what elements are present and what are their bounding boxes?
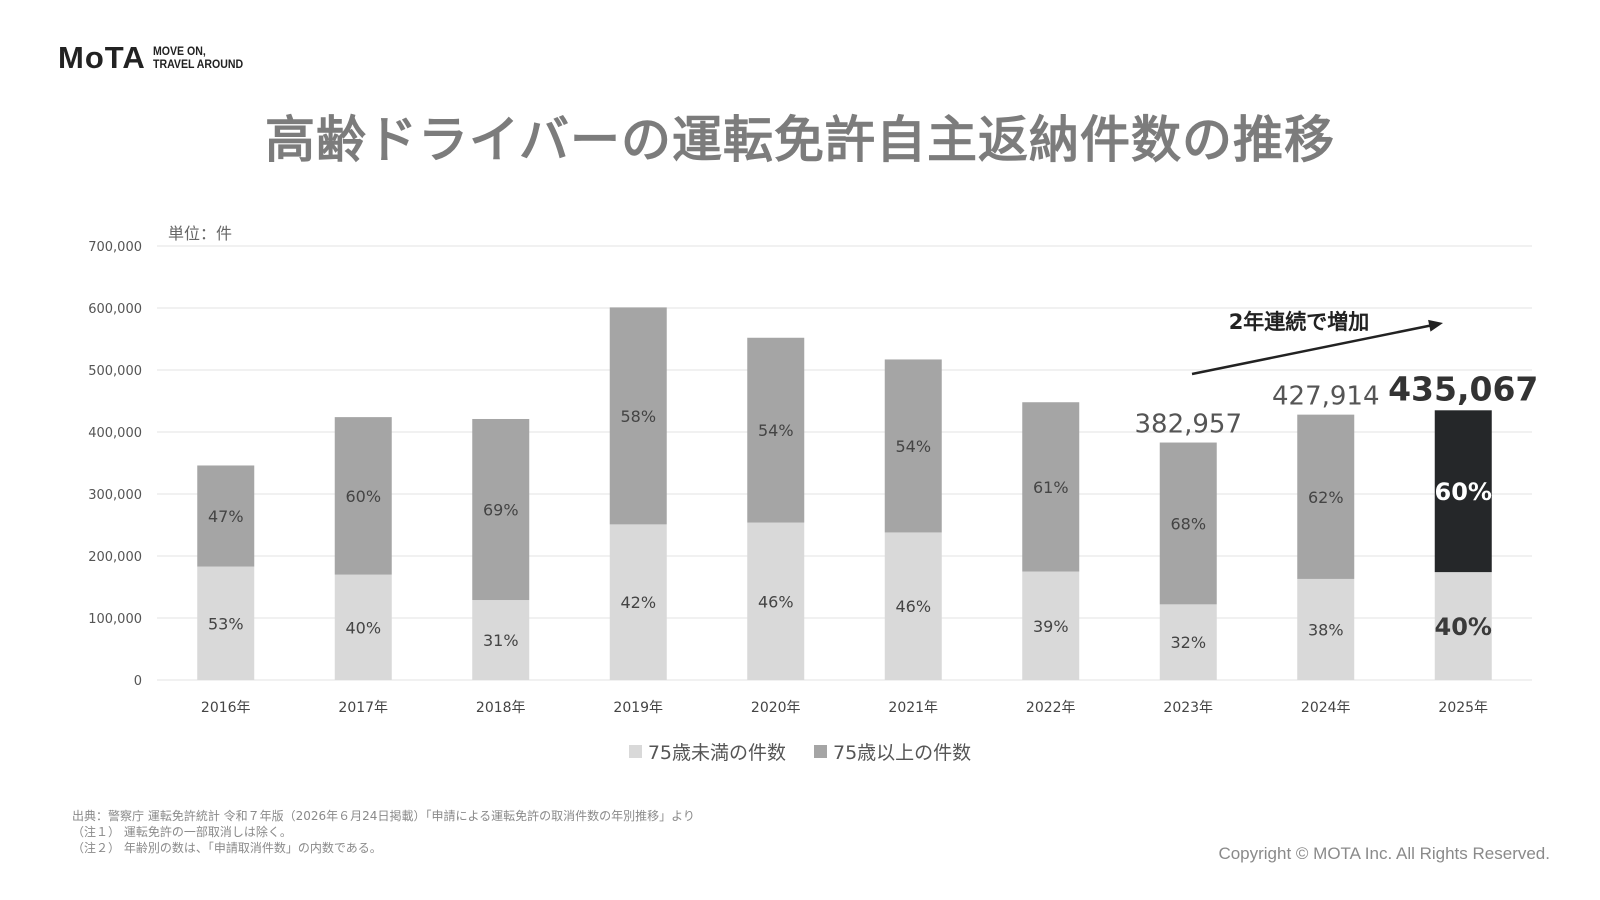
- bar-over75: [197, 465, 255, 567]
- y-tick-label: 500,000: [88, 364, 142, 379]
- bar-under75: [1297, 578, 1355, 680]
- y-tick-label: 700,000: [88, 240, 142, 255]
- data-label-over75: 60%: [1435, 478, 1492, 506]
- data-label-over75: 69%: [483, 501, 519, 520]
- chart-legend: 75歳未満の件数 75歳以上の件数: [0, 738, 1600, 765]
- x-tick-label: 2024年: [1301, 700, 1351, 716]
- y-tick-label: 300,000: [88, 488, 142, 503]
- data-label-under75: 38%: [1308, 620, 1344, 639]
- bar-under75: [609, 524, 667, 680]
- data-label-under75: 39%: [1033, 617, 1069, 636]
- data-label-over75: 60%: [345, 487, 381, 506]
- legend-item-under75: 75歳未満の件数: [628, 738, 786, 765]
- data-label-under75: 40%: [1435, 613, 1492, 641]
- legend-swatch-over75: [814, 745, 827, 758]
- logo-wordmark: MoTA: [58, 40, 146, 75]
- bar-under75: [884, 532, 942, 680]
- bar-over75: [884, 359, 942, 533]
- data-label-under75: 53%: [208, 614, 244, 633]
- data-label-under75: 32%: [1170, 633, 1206, 652]
- x-tick-label: 2025年: [1438, 700, 1488, 716]
- bar-over75: [334, 417, 392, 575]
- logo-tagline: MOVE ON, TRAVEL AROUND: [153, 45, 243, 71]
- x-tick-label: 2016年: [201, 700, 251, 716]
- bar-over75: [1159, 442, 1217, 605]
- legend-item-over75: 75歳以上の件数: [814, 738, 971, 765]
- source-notes: 出典：警察庁 運転免許統計 令和７年版（2026年６月24日掲載）「申請による運…: [72, 808, 695, 856]
- bar-over75: [609, 307, 667, 525]
- trend-arrow: [1191, 323, 1436, 376]
- bar-under75: [334, 574, 392, 680]
- unit-label: 単位：件: [168, 224, 232, 243]
- trend-annotation: 2年連続で増加: [1229, 310, 1370, 334]
- note-2: （注２） 年齢別の数は、「申請取消件数」の内数である。: [72, 841, 382, 855]
- bar-over75: [1434, 410, 1492, 573]
- logo-tagline-line2: TRAVEL AROUND: [152, 57, 243, 71]
- mota-logo: MoTA MOVE ON, TRAVEL AROUND: [58, 40, 255, 76]
- total-label: 435,067: [1388, 369, 1538, 408]
- data-label-over75: 61%: [1033, 478, 1069, 497]
- x-tick-label: 2021年: [888, 700, 938, 716]
- bar-over75: [1022, 402, 1080, 572]
- y-tick-label: 600,000: [88, 302, 142, 317]
- y-tick-label: 200,000: [88, 550, 142, 565]
- bar-over75: [472, 418, 530, 601]
- y-tick-label: 400,000: [88, 426, 142, 441]
- data-label-over75: 58%: [620, 407, 656, 426]
- data-label-under75: 40%: [345, 618, 381, 637]
- chart-title: 高齢ドライバーの運転免許自主返納件数の推移: [265, 111, 1335, 169]
- logo-tagline-line1: MOVE ON,: [152, 44, 206, 58]
- data-label-under75: 42%: [620, 593, 656, 612]
- data-label-under75: 46%: [895, 597, 931, 616]
- bar-under75: [197, 566, 255, 680]
- y-tick-label: 100,000: [88, 612, 142, 627]
- x-tick-label: 2018年: [476, 700, 526, 716]
- bar-under75: [1434, 572, 1492, 680]
- data-label-under75: 46%: [758, 592, 794, 611]
- bar-over75: [1297, 414, 1355, 579]
- bar-under75: [472, 600, 530, 680]
- x-tick-label: 2020年: [751, 700, 801, 716]
- total-label: 427,914: [1272, 382, 1380, 412]
- legend-label-over75: 75歳以上の件数: [833, 742, 972, 764]
- bar-over75: [747, 337, 805, 523]
- data-label-over75: 62%: [1308, 488, 1344, 507]
- bar-under75: [1022, 571, 1080, 680]
- source-note: 出典：警察庁 運転免許統計 令和７年版（2026年６月24日掲載）「申請による運…: [72, 809, 695, 823]
- data-label-over75: 68%: [1170, 514, 1206, 533]
- legend-label-under75: 75歳未満の件数: [647, 742, 786, 764]
- x-tick-label: 2019年: [613, 700, 663, 716]
- note-1: （注１） 運転免許の一部取消しは除く。: [72, 825, 292, 839]
- x-tick-label: 2023年: [1163, 700, 1213, 716]
- trend-arrowhead: [1428, 319, 1443, 332]
- x-tick-label: 2017年: [338, 700, 388, 716]
- data-label-under75: 31%: [483, 631, 519, 650]
- data-label-over75: 54%: [895, 437, 931, 456]
- y-tick-label: 0: [134, 674, 142, 689]
- bar-under75: [1159, 604, 1217, 680]
- legend-swatch-under75: [628, 745, 642, 758]
- data-label-over75: 47%: [208, 507, 244, 526]
- data-label-over75: 54%: [758, 421, 794, 440]
- copyright-notice: Copyright © MOTA Inc. All Rights Reserve…: [1218, 844, 1550, 863]
- total-label: 382,957: [1134, 410, 1242, 440]
- x-tick-label: 2022年: [1026, 700, 1076, 716]
- bar-under75: [747, 522, 805, 680]
